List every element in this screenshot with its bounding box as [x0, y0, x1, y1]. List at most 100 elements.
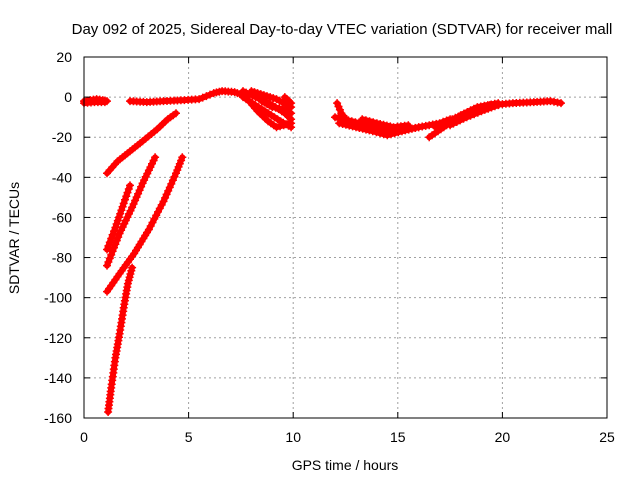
data-point [343, 117, 352, 126]
data-point [123, 188, 132, 197]
data-point [473, 108, 482, 117]
data-point [414, 123, 423, 132]
data-point [122, 192, 131, 201]
series-track-evening-d [487, 97, 565, 110]
data-point [279, 121, 288, 130]
data-point [104, 258, 113, 266]
data-point [272, 123, 281, 132]
data-point [128, 263, 137, 272]
data-point [107, 234, 116, 243]
data-point [161, 193, 170, 202]
data-point [108, 247, 117, 256]
data-point [111, 240, 120, 249]
series-track-2 [103, 181, 134, 254]
data-point [195, 95, 204, 104]
data-point [376, 129, 384, 138]
y-tick-label: -120 [44, 330, 72, 346]
y-axis-label: SDTVAR / TECUs [6, 182, 22, 294]
x-tick-label: 20 [495, 429, 511, 445]
series-track-midday-f [280, 93, 296, 108]
series-track-midday-e [257, 97, 296, 118]
data-point [144, 225, 153, 234]
data-point [168, 176, 177, 185]
series-track-4 [103, 153, 187, 296]
series-track-midday-c [243, 95, 296, 132]
data-point [157, 200, 166, 209]
data-point [202, 92, 211, 101]
data-point [276, 122, 285, 131]
y-tick-label: -20 [52, 129, 72, 145]
data-point [155, 204, 164, 213]
data-point [146, 222, 155, 230]
data-point [361, 116, 370, 125]
chart-title: Day 092 of 2025, Sidereal Day-to-day VTE… [72, 21, 613, 38]
data-point [150, 214, 159, 223]
data-point [164, 186, 173, 195]
series-track-1 [103, 109, 180, 178]
data-point [151, 153, 160, 162]
data-point [383, 131, 392, 140]
data-point [379, 130, 388, 139]
data-point [178, 153, 187, 162]
data-point [121, 195, 129, 204]
grid [84, 57, 607, 418]
data-point [114, 233, 123, 242]
y-tick-label: 0 [64, 89, 72, 105]
y-tick-label: -40 [52, 169, 72, 185]
y-tick-label: -160 [44, 410, 72, 426]
y-tick-label: -60 [52, 209, 72, 225]
data-point [152, 211, 161, 220]
data-point [372, 128, 381, 137]
data-point [119, 199, 128, 208]
x-tick-label: 0 [80, 429, 88, 445]
data-point [137, 182, 146, 191]
y-tick-label: -100 [44, 290, 72, 306]
data-point [165, 183, 174, 192]
series-track-afternoon-d [358, 115, 413, 132]
data-point [100, 98, 109, 107]
data-point [206, 90, 214, 99]
data-point [170, 172, 179, 181]
data-point [134, 189, 143, 198]
data-point [103, 261, 111, 270]
data-point [198, 93, 207, 102]
x-tick-label: 25 [599, 429, 615, 445]
data-point [167, 179, 176, 188]
data-point [110, 227, 118, 236]
data-point [124, 185, 133, 193]
data-point [557, 99, 565, 108]
series-track-midday-d [247, 87, 296, 112]
data-point [148, 218, 157, 227]
data-point [287, 109, 296, 118]
y-tick-label: -80 [52, 250, 72, 266]
data-point [104, 241, 113, 250]
x-tick-label: 5 [185, 429, 193, 445]
data-point [117, 206, 126, 215]
data-point [110, 243, 118, 252]
data-point [369, 118, 378, 127]
series-track-5 [104, 263, 137, 416]
data-point [103, 245, 111, 254]
data-point [172, 109, 180, 118]
data-point [390, 129, 399, 138]
data-point [162, 190, 171, 199]
plot-frame [83, 56, 608, 419]
data-point [462, 113, 471, 122]
data-point [404, 121, 413, 130]
data-point [287, 119, 296, 128]
data-layer [80, 87, 565, 416]
data-point [129, 200, 138, 208]
data-point [105, 238, 114, 247]
data-point [111, 223, 120, 232]
data-point [108, 230, 117, 239]
data-point [387, 130, 395, 139]
data-point [470, 110, 479, 119]
data-point [358, 115, 367, 124]
series-track-afternoon-c [333, 99, 352, 126]
y-tick-label: 20 [56, 49, 72, 65]
y-tick-label: -140 [44, 370, 72, 386]
data-point [107, 250, 116, 259]
series-track-3 [103, 153, 160, 270]
series-track-morning [126, 87, 247, 107]
